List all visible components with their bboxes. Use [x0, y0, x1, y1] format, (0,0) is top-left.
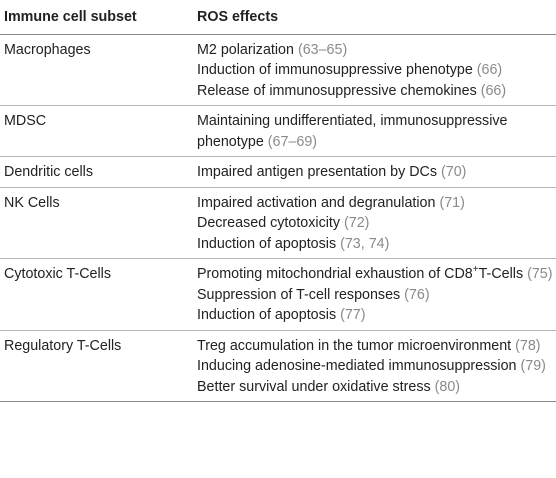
effects-cell: Promoting mitochondrial exhaustion of CD… [193, 258, 556, 331]
effect-text: Induction of immunosuppressive phenotype [197, 62, 473, 78]
table-row: Cytotoxic T-Cells Promoting mitochondrial… [0, 258, 556, 331]
effects-cell: M2 polarization (63–65) Induction of immu… [193, 34, 556, 106]
effect-text: Promoting mitochondrial exhaustion of CD… [197, 266, 473, 282]
header-cell: ROS effects [193, 0, 556, 35]
table-row: Dendritic cells Impaired antigen presenta… [0, 156, 556, 188]
effects-cell: Impaired antigen presentation by DCs (70… [193, 156, 556, 188]
effect-text: Inducing adenosine-mediated immunosuppre… [197, 358, 517, 374]
subset-cell: MDSC [0, 105, 193, 157]
effect-text: Suppression of T-cell responses [197, 286, 401, 303]
effect-line: Suppression of T-cell responses (76) [197, 285, 556, 306]
effect-line: Induction of apoptosis (73, 74) [197, 234, 556, 255]
reference: (77) [340, 307, 366, 323]
subset-cell: Dendritic cells [0, 156, 193, 188]
effect-text: M2 polarization [197, 41, 294, 58]
effect-text: Treg accumulation in the tumor microenvi… [197, 337, 512, 354]
subset-cell: Cytotoxic T-Cells [0, 258, 193, 331]
effect-text: Better survival under oxidative stress [197, 378, 431, 395]
reference: (70) [441, 164, 467, 180]
table-body: Macrophages M2 polarization (63–65) Induct… [0, 34, 556, 402]
header-row: Immune cell subset ROS effects [0, 0, 556, 35]
effects-cell: Impaired activation and degranulation (7… [193, 187, 556, 259]
reference: (66) [476, 62, 503, 78]
reference: (66) [480, 82, 507, 99]
reference: (72) [344, 215, 370, 231]
effect-text: Decreased cytotoxicity [197, 215, 341, 231]
effect-text: Release of immunosuppressive chemokines [197, 82, 477, 99]
effect-line: Induction of apoptosis (77) [197, 305, 556, 326]
effects-cell: Treg accumulation in the tumor microenvi… [193, 330, 556, 402]
header-cell: Immune cell subset [0, 0, 193, 35]
effect-text: Impaired antigen presentation by DCs [197, 164, 438, 180]
table-row: Regulatory T-Cells Treg accumulation in t… [0, 330, 556, 402]
effect-line: Decreased cytotoxicity (72) [197, 213, 556, 234]
effect-line: Induction of immunosuppressive phenotype… [197, 60, 556, 81]
effect-line: Inducing adenosine-mediated immunosuppre… [197, 356, 556, 377]
reference: (73, 74) [340, 235, 390, 252]
effect-line: Promoting mitochondrial exhaustion of CD… [197, 264, 556, 285]
effect-text: Impaired activation and degranulation [197, 194, 436, 211]
effect-text: Induction of apoptosis [197, 235, 337, 252]
subset-cell: Macrophages [0, 34, 193, 106]
reference: (71) [439, 194, 465, 211]
table-row: NK Cells Impaired activation and degranul… [0, 187, 556, 259]
effect-line: Impaired activation and degranulation (7… [197, 193, 556, 214]
reference: (76) [404, 286, 430, 303]
reference: (80) [434, 378, 461, 395]
effect-text: Induction of apoptosis [197, 307, 337, 323]
table-row: Macrophages M2 polarization (63–65) Induct… [0, 34, 556, 106]
effect-line: Release of immunosuppressive chemokines … [197, 81, 556, 102]
effect-line: Better survival under oxidative stress (… [197, 377, 556, 398]
reference: (79) [520, 358, 546, 374]
reference: (78) [515, 337, 541, 354]
superscript: + [472, 264, 479, 276]
effect-line: M2 polarization (63–65) [197, 40, 556, 61]
table-row: MDSC Maintaining undifferentiated, immuno… [0, 105, 556, 157]
reference: (67–69) [267, 133, 318, 150]
table: Immune cell subset ROS effects Macrophag… [0, 0, 556, 402]
subset-cell: Regulatory T-Cells [0, 330, 193, 402]
effect-line: Impaired antigen presentation by DCs (70… [197, 162, 556, 183]
effects-cell: Maintaining undifferentiated, immunosupp… [193, 105, 556, 157]
effect-line: Maintaining undifferentiated, immunosupp… [197, 111, 556, 152]
effect-line: Treg accumulation in the tumor microenvi… [197, 336, 556, 357]
effect-text: Maintaining undifferentiated, immunosupp… [197, 113, 508, 150]
reference: (75) [527, 266, 553, 282]
effect-text: T-Cells [478, 266, 524, 282]
subset-cell: NK Cells [0, 187, 193, 259]
reference: (63–65) [297, 41, 348, 58]
